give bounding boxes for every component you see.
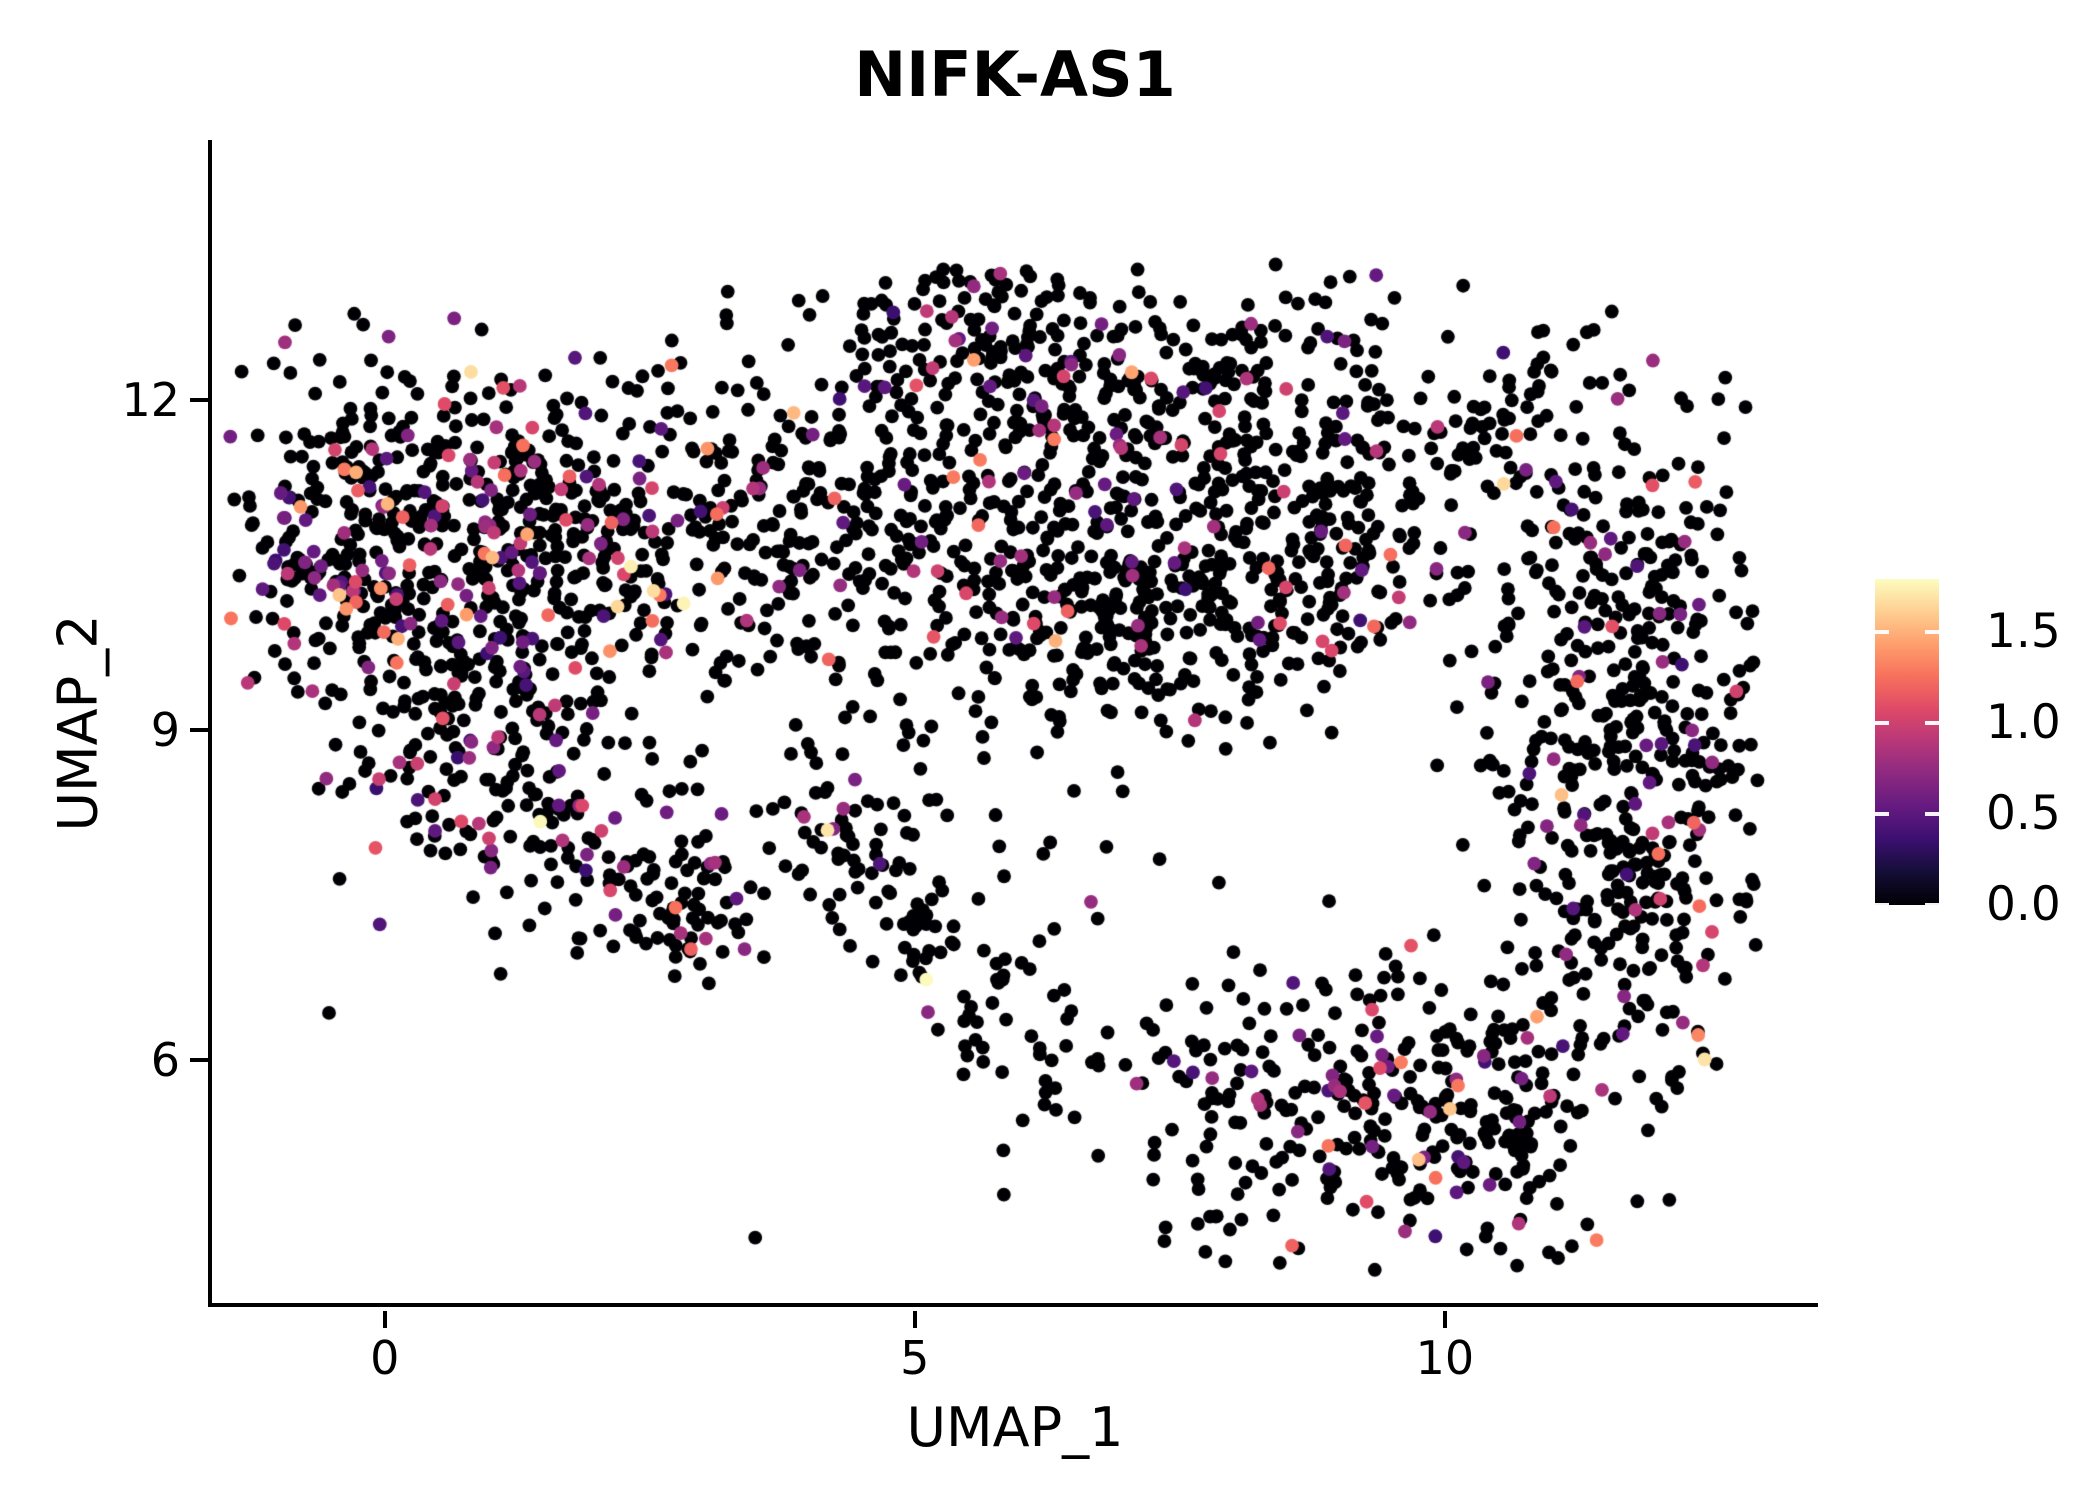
x-axis-label: UMAP_1 [906,1396,1124,1459]
colorbar-tick-label: 1.5 [1986,603,2061,659]
colorbar-tick-mark [1925,720,1939,725]
y-tick-label: 12 [121,372,180,427]
colorbar-tick-mark [1875,811,1889,816]
colorbar-tick-label: 0.5 [1986,785,2061,841]
colorbar-tick-mark [1875,629,1889,634]
y-tick-mark [190,727,208,732]
plot-title: NIFK-AS1 [854,38,1176,111]
colorbar-tick-mark [1875,720,1889,725]
colorbar-tick-mark [1925,811,1939,816]
umap-scatter-canvas [212,140,1818,1307]
x-tick-label: 0 [370,1331,400,1385]
x-tick-mark [382,1311,387,1328]
x-tick-mark [912,1311,917,1328]
colorbar-gradient [1875,579,1939,905]
y-tick-label: 9 [150,702,180,757]
colorbar-tick-mark [1875,903,1889,907]
colorbar-tick-label: 0.0 [1986,877,2061,932]
colorbar-tick-label: 1.0 [1986,694,2061,750]
y-tick-mark [190,1057,208,1062]
colorbar-tick-mark [1925,629,1939,634]
y-tick-label: 6 [150,1032,180,1087]
x-tick-mark [1442,1311,1447,1328]
x-tick-label: 5 [900,1331,930,1385]
x-tick-label: 10 [1415,1331,1475,1385]
y-tick-mark [190,397,208,402]
colorbar-tick-mark [1925,903,1939,907]
